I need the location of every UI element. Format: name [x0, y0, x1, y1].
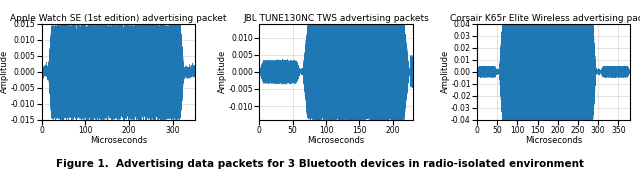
X-axis label: Microseconds: Microseconds [525, 136, 582, 145]
X-axis label: Microseconds: Microseconds [90, 136, 147, 145]
Title: JBL TUNE130NC TWS advertising packets: JBL TUNE130NC TWS advertising packets [243, 14, 429, 23]
X-axis label: Microseconds: Microseconds [307, 136, 365, 145]
Title: Apple Watch SE (1st edition) advertising packet: Apple Watch SE (1st edition) advertising… [10, 14, 227, 23]
Y-axis label: Amplitude: Amplitude [218, 50, 227, 93]
Text: Figure 1.  Advertising data packets for 3 Bluetooth devices in radio-isolated en: Figure 1. Advertising data packets for 3… [56, 159, 584, 169]
Y-axis label: Amplitude: Amplitude [441, 50, 450, 93]
Y-axis label: Amplitude: Amplitude [1, 50, 10, 93]
Title: Corsair K65r Elite Wireless advertising packet: Corsair K65r Elite Wireless advertising … [451, 14, 640, 23]
